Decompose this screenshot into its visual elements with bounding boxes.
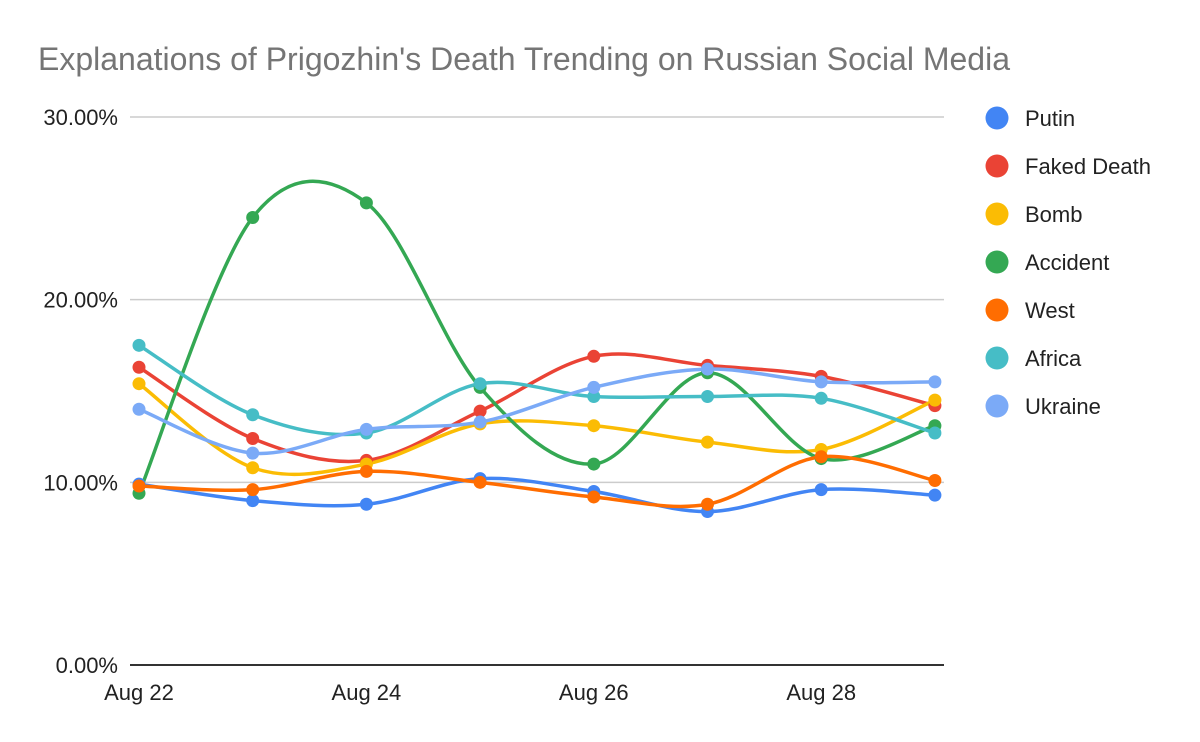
legend-marker-faked-death	[985, 154, 1009, 178]
x-tick-label: Aug 26	[559, 680, 629, 705]
data-point-accident	[246, 210, 260, 224]
data-point-accident	[359, 196, 373, 210]
grid	[130, 116, 944, 666]
data-point-west	[928, 474, 942, 488]
legend-marker-bomb	[985, 202, 1009, 226]
data-point-ukraine	[701, 362, 714, 376]
legend: Putin Faked Death Bomb Accident West Africa Uk…	[985, 106, 1151, 419]
series-points	[132, 196, 942, 519]
y-tick-label: 10.00%	[43, 470, 118, 495]
data-point-faked-death	[473, 404, 487, 418]
series-line-putin	[137, 476, 937, 514]
data-point-bomb	[928, 393, 942, 407]
legend-label-accident: Accident	[1025, 250, 1109, 275]
data-point-putin	[359, 497, 373, 511]
legend-marker-west	[985, 298, 1009, 322]
data-point-africa	[701, 389, 714, 403]
data-point-putin	[814, 483, 828, 497]
y-axis-ticks: 0.00% 10.00% 20.00% 30.00%	[43, 105, 118, 678]
data-point-ukraine	[814, 375, 828, 389]
data-point-bomb	[246, 461, 260, 475]
data-point-africa	[473, 377, 487, 391]
data-point-ukraine	[587, 380, 601, 394]
chart-title: Explanations of Prigozhin's Death Trendi…	[38, 41, 1010, 77]
legend-marker-putin	[985, 106, 1009, 130]
legend-label-west: West	[1025, 298, 1075, 323]
data-point-west	[473, 475, 487, 489]
data-point-faked-death	[587, 349, 601, 363]
data-point-west	[359, 464, 373, 478]
legend-label-ukraine: Ukraine	[1025, 394, 1101, 419]
data-point-ukraine	[473, 415, 487, 429]
data-point-ukraine	[359, 422, 373, 436]
data-point-africa	[246, 408, 260, 422]
legend-label-putin: Putin	[1025, 106, 1075, 131]
x-tick-label: Aug 22	[104, 680, 174, 705]
data-point-west	[814, 450, 828, 464]
data-point-west	[132, 479, 146, 493]
data-point-bomb	[132, 377, 146, 391]
data-point-africa	[928, 426, 942, 440]
data-point-africa	[814, 391, 828, 405]
data-point-ukraine	[246, 446, 260, 460]
legend-marker-africa	[985, 346, 1009, 370]
legend-marker-ukraine	[985, 394, 1009, 418]
x-tick-label: Aug 24	[332, 680, 402, 705]
legend-label-bomb: Bomb	[1025, 202, 1082, 227]
series-lines	[137, 179, 937, 514]
series-line-faked-death	[137, 352, 937, 464]
legend-label-africa: Africa	[1025, 346, 1082, 371]
series-line-west	[137, 454, 937, 509]
data-point-faked-death	[246, 431, 260, 445]
data-point-ukraine	[928, 375, 942, 389]
data-point-africa	[587, 389, 601, 403]
data-point-putin	[928, 488, 942, 502]
data-point-bomb	[587, 419, 601, 433]
x-tick-label: Aug 28	[786, 680, 856, 705]
data-point-west	[701, 497, 714, 511]
data-point-accident	[587, 457, 601, 471]
data-point-africa	[132, 338, 146, 352]
data-point-faked-death	[132, 360, 146, 374]
data-point-putin	[246, 494, 260, 508]
legend-marker-accident	[985, 250, 1009, 274]
data-point-west	[587, 490, 601, 504]
data-point-bomb	[701, 435, 714, 449]
y-tick-label: 0.00%	[56, 653, 118, 678]
x-axis-ticks: Aug 22 Aug 24 Aug 26 Aug 28	[104, 680, 856, 705]
data-point-west	[246, 483, 260, 497]
legend-label-faked-death: Faked Death	[1025, 154, 1151, 179]
y-tick-label: 20.00%	[43, 288, 118, 313]
y-tick-label: 30.00%	[43, 105, 118, 130]
data-point-ukraine	[132, 402, 146, 416]
